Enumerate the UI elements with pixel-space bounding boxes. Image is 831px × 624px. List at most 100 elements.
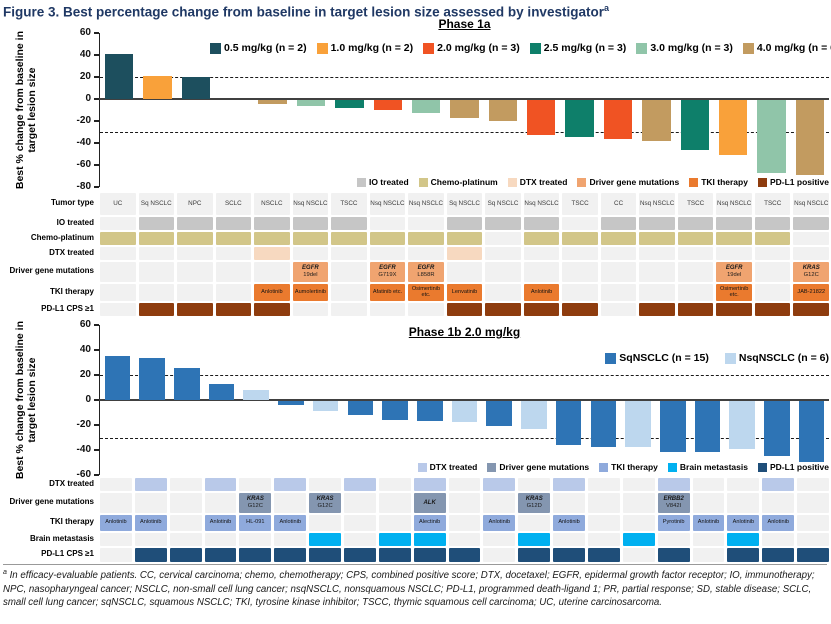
matrix-cell [793,303,829,316]
matrix-cell: Anlotinib [727,515,760,531]
matrix-cell [797,493,829,513]
matrix-cell [446,247,483,260]
matrix-cell [215,303,252,316]
matrix-cell: Osimertinib etc. [716,284,752,301]
tumor-type-label: Sq NSCLC [449,200,480,208]
legend-swatch [689,177,699,187]
tumor-type-label: Sq NSCLC [487,200,519,208]
matrix-cell [378,515,411,531]
matrix-cell [657,533,690,546]
matrix-cell: Nsq NSCLC [369,193,406,215]
matrix-cell [413,478,446,491]
matrix-cell [692,478,725,491]
phase1a-bar [181,77,211,99]
matrix-cell [727,548,760,562]
matrix-cell: KRAS G12C [309,493,341,513]
phase1b-row-label: Brain metastasis [29,533,94,543]
footnote: a In efficacy-evaluable patients. CC, ce… [3,564,827,609]
matrix-cell [274,493,307,513]
matrix-cell [727,533,760,546]
matrix-cell [169,533,202,546]
matrix-cell [485,262,521,282]
phase1b-bar [278,401,304,405]
legend-item: DTX treated [507,177,567,187]
tumor-type-label: NSCLC [261,200,283,208]
phase1b-matrix-row: Anlotinib Anlotinib Anlotinib HL-091 Anlotin… [100,515,829,531]
matrix-cell [639,217,675,230]
matrix-cell [177,262,213,282]
matrix-cell [344,478,376,491]
therapy-label: Anlotinib [558,519,580,526]
legend-item: PD-L1 positive [757,462,829,472]
phase1b-histology-legend: SqNSCLC (n = 15) NsqNSCLC (n = 6) [400,352,829,364]
matrix-cell [677,284,714,301]
matrix-cell [588,478,620,491]
phase1b-bar [451,401,478,423]
phase1a-y-tick-label: -80 [76,181,91,192]
matrix-cell [274,548,307,562]
phase1b-y-tick [93,349,99,351]
matrix-cell [797,478,829,491]
therapy-label: Alectinib [419,519,441,526]
matrix-cell [677,262,714,282]
matrix-cell: TSCC [331,193,367,215]
matrix-cell [254,303,290,316]
matrix-cell [754,262,791,282]
matrix-cell [274,478,307,491]
matrix-cell [369,232,406,245]
legend-label: Driver gene mutations [499,462,590,472]
matrix-cell [448,548,481,562]
legend-label: IO treated [368,177,409,187]
tumor-type-label: Nsq NSCLC [717,200,752,208]
legend-label: 2.0 mg/kg (n = 3) [437,42,520,54]
phase1a-matrix-row: Anlotinib Aumolertinib Afatinib etc. Osimer… [100,284,829,301]
matrix-cell: Anlotinib [483,515,516,531]
matrix-cell: Anlotinib [254,284,290,301]
legend-swatch [423,42,435,54]
matrix-cell [657,478,690,491]
matrix-cell [483,478,516,491]
gene-name: EGFR [302,265,319,272]
tumor-type-label: TSCC [764,200,782,208]
matrix-cell [100,303,136,316]
therapy-label: Osimertinib etc. [411,285,441,298]
matrix-cell [100,493,132,513]
phase1a-y-tick-label: 60 [79,27,91,38]
matrix-cell [369,217,406,230]
matrix-cell [485,247,521,260]
matrix-cell [138,232,175,245]
phase1a-matrix-row [100,303,829,316]
tumor-type-label: Nsq NSCLC [794,200,829,208]
matrix-cell [588,493,620,513]
matrix-cell [169,515,202,531]
phase1b-bar [243,390,270,400]
therapy-label: Pyrotinib [662,519,685,526]
matrix-cell [716,232,752,245]
matrix-cell [716,247,752,260]
phase1a-y-tick [93,76,99,78]
matrix-cell [754,284,791,301]
matrix-cell [797,515,829,531]
phase1b-y-tick-label: -60 [76,469,91,480]
matrix-cell [138,247,175,260]
matrix-cell [413,533,446,546]
legend-swatch [724,352,736,364]
matrix-cell [639,247,675,260]
legend-label: 0.5 mg/kg (n = 2) [224,42,307,54]
matrix-cell [408,247,444,260]
therapy-label: Anlotinib [279,519,301,526]
matrix-cell: Anlotinib [274,515,307,531]
phase1a-matrix-row [100,247,829,260]
matrix-cell: UC [100,193,136,215]
matrix-cell [446,262,483,282]
phase1b-y-tick-label: -20 [76,419,91,430]
gene-name: ERBB2 [663,496,684,503]
phase1a-bar [411,100,441,114]
legend-label: Brain metastasis [679,462,748,472]
matrix-cell [369,303,406,316]
matrix-cell [485,217,521,230]
legend-label: TKI therapy [701,177,748,187]
matrix-cell [138,217,175,230]
matrix-cell [762,493,795,513]
